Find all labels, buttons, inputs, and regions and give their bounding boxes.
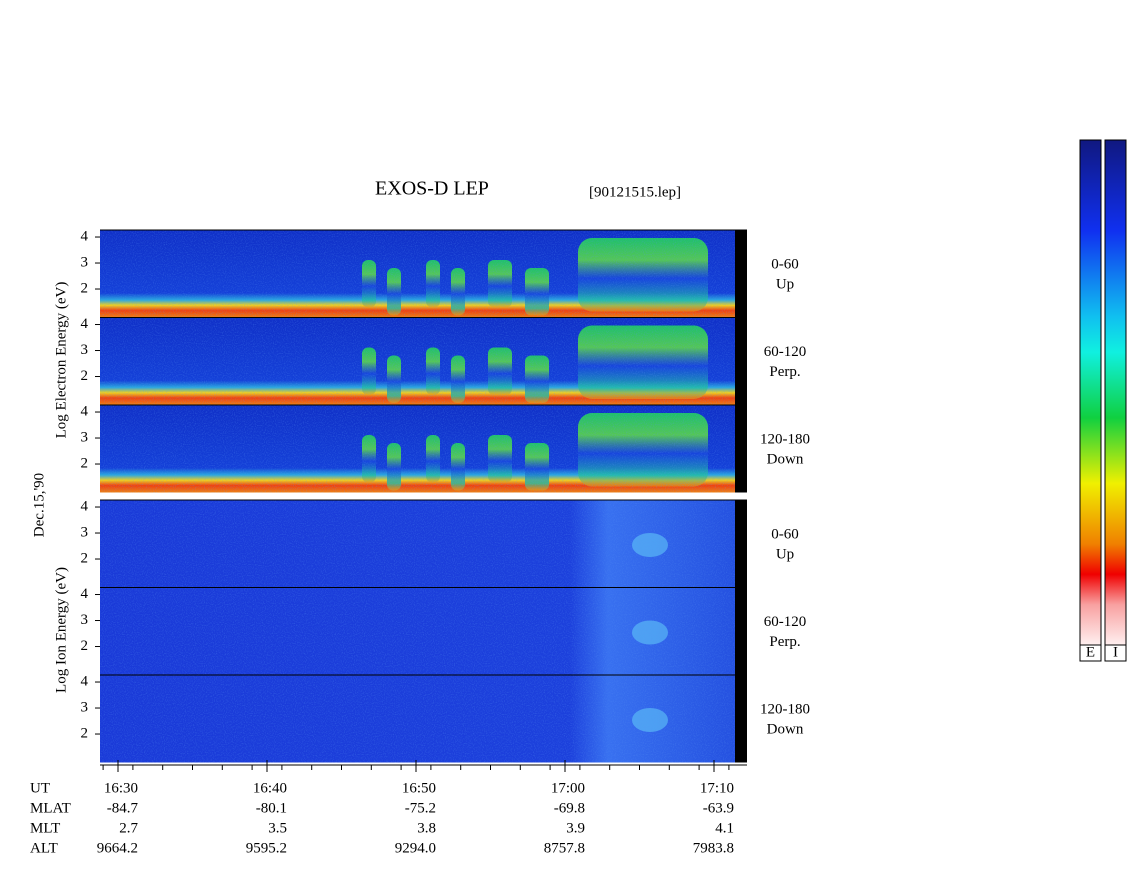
row-value: 17:10	[700, 780, 734, 796]
y-tick-label: 3	[81, 429, 89, 445]
color-bar	[1104, 139, 1127, 646]
row-value: 3.9	[566, 820, 585, 836]
row-value: 3.8	[417, 820, 436, 836]
data-gap	[735, 500, 747, 588]
color-bar	[1079, 139, 1102, 646]
pitch-range: 120-180	[760, 431, 810, 447]
row-value: 17:00	[551, 780, 585, 796]
electron-axis-label: Log Electron Energy (eV)	[53, 282, 69, 439]
spectrogram-noise	[100, 405, 735, 493]
row-value: 16:40	[253, 780, 287, 796]
panels: 4 3 2 0-60 Up 4 3 2 60-120 Perp. 4 3 2 120-180 Down 4 3 2…	[81, 228, 810, 763]
y-tick-label: 2	[81, 455, 89, 471]
y-tick-label: 4	[81, 316, 89, 332]
color-bar-label-box	[1079, 644, 1102, 662]
data-gap	[735, 675, 747, 763]
row-value: 16:50	[402, 780, 436, 796]
data-gap	[735, 317, 747, 405]
ion-axis-label: Log Ion Energy (eV)	[53, 567, 69, 693]
y-tick-label: 4	[81, 228, 89, 244]
data-gap	[735, 587, 747, 675]
y-tick-label: 3	[81, 342, 89, 358]
y-tick-label: 2	[81, 638, 89, 654]
y-tick-label: 3	[81, 699, 89, 715]
y-tick-label: 3	[81, 612, 89, 628]
row-value: -84.7	[107, 800, 139, 816]
row-value: 2.7	[119, 820, 138, 836]
row-label: MLAT	[30, 800, 71, 816]
y-tick-label: 2	[81, 725, 89, 741]
color-bar-label: I	[1113, 644, 1118, 660]
pitch-range: 0-60	[771, 256, 799, 272]
y-tick-label: 2	[81, 368, 89, 384]
y-tick-label: 4	[81, 673, 89, 689]
pitch-direction: Down	[767, 451, 804, 467]
file-name: [90121515.lep]	[589, 184, 681, 200]
color-bar-label-box	[1104, 644, 1127, 662]
row-value: -69.8	[554, 800, 585, 816]
spectrogram-noise	[100, 675, 735, 763]
row-value: 9595.2	[246, 840, 287, 856]
spectrogram-noise	[100, 587, 735, 675]
y-tick-label: 4	[81, 498, 89, 514]
pitch-range: 120-180	[760, 701, 810, 717]
row-label: MLT	[30, 820, 60, 836]
row-value: 9664.2	[97, 840, 138, 856]
row-value: 4.1	[715, 820, 734, 836]
pitch-range: 0-60	[771, 526, 799, 542]
row-label: ALT	[30, 840, 58, 856]
pitch-range: 60-120	[764, 614, 807, 630]
pitch-direction: Perp.	[769, 634, 800, 650]
pitch-direction: Up	[776, 546, 794, 562]
data-gap	[735, 405, 747, 493]
row-value: 8757.8	[544, 840, 585, 856]
spectrogram-noise	[100, 317, 735, 405]
row-label: UT	[30, 780, 50, 796]
row-value: 16:30	[104, 780, 138, 796]
data-gap	[735, 230, 747, 318]
row-value: -80.1	[256, 800, 287, 816]
pitch-direction: Perp.	[769, 364, 800, 380]
spectrogram-noise	[100, 230, 735, 318]
row-value: 3.5	[268, 820, 287, 836]
row-value: -75.2	[405, 800, 436, 816]
title: EXOS-D LEP	[375, 178, 489, 200]
y-tick-label: 3	[81, 254, 89, 270]
row-value: -63.9	[703, 800, 734, 816]
y-tick-label: 2	[81, 280, 89, 296]
spectrogram-noise	[100, 500, 735, 588]
time-ticks	[102, 760, 730, 772]
date: Dec.15,'90	[31, 473, 47, 537]
row-value: 7983.8	[693, 840, 734, 856]
y-tick-label: 3	[81, 524, 89, 540]
pitch-direction: Up	[776, 276, 794, 292]
row-value: 9294.0	[395, 840, 436, 856]
y-tick-label: 2	[81, 550, 89, 566]
color-bar-label: E	[1086, 644, 1095, 660]
pitch-range: 60-120	[764, 344, 807, 360]
orbit-table: UT 16:30 16:40 16:50 17:00 17:10 MLAT -84.7 -80.…	[30, 780, 734, 856]
pitch-direction: Down	[767, 721, 804, 737]
y-tick-label: 4	[81, 586, 89, 602]
y-tick-label: 4	[81, 403, 89, 419]
